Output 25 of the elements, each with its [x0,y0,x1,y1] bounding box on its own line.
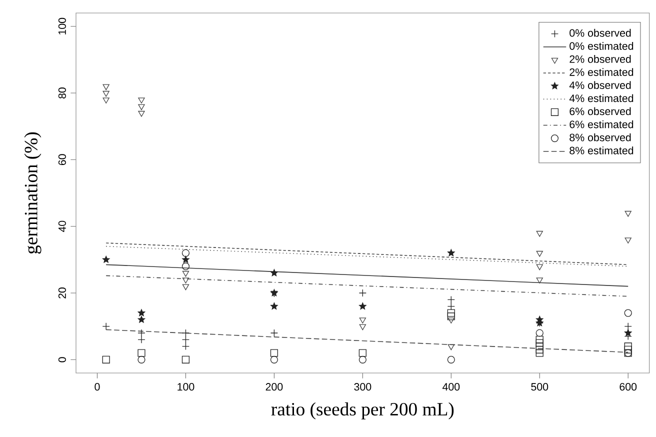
x-tick-label: 100 [178,383,194,391]
y-axis-title: germination (%) [24,132,42,254]
legend-label: 6% observed [570,107,631,116]
legend-label: 2% estimated [570,68,634,76]
y-tick-label: 80 [58,87,66,98]
x-tick-label: 600 [620,383,637,391]
legend-label: 0% observed [570,28,631,37]
x-tick-label: 0 [94,383,100,391]
y-tick-label: 40 [58,220,66,232]
legend-label: 8% estimated [570,146,634,154]
legend-label: 4% observed [569,81,631,90]
y-tick-label: 60 [58,154,66,166]
x-tick-label: 200 [266,383,283,391]
y-tick-label: 100 [58,18,66,34]
y-tick-label: 0 [58,357,66,362]
x-tick-label: 300 [354,383,372,391]
legend-label: 4% estimated [569,94,634,102]
legend-label: 2% observed [570,55,631,63]
legend-label: 8% observed [570,133,631,142]
y-tick-label: 20 [58,287,66,298]
x-tick-label: 500 [531,383,548,391]
legend-label: 6% estimated [570,120,634,128]
legend-label: 0% estimated [570,42,634,50]
x-tick-label: 400 [442,383,460,391]
x-axis-title: ratio (seeds per 200 mL) [271,402,454,420]
